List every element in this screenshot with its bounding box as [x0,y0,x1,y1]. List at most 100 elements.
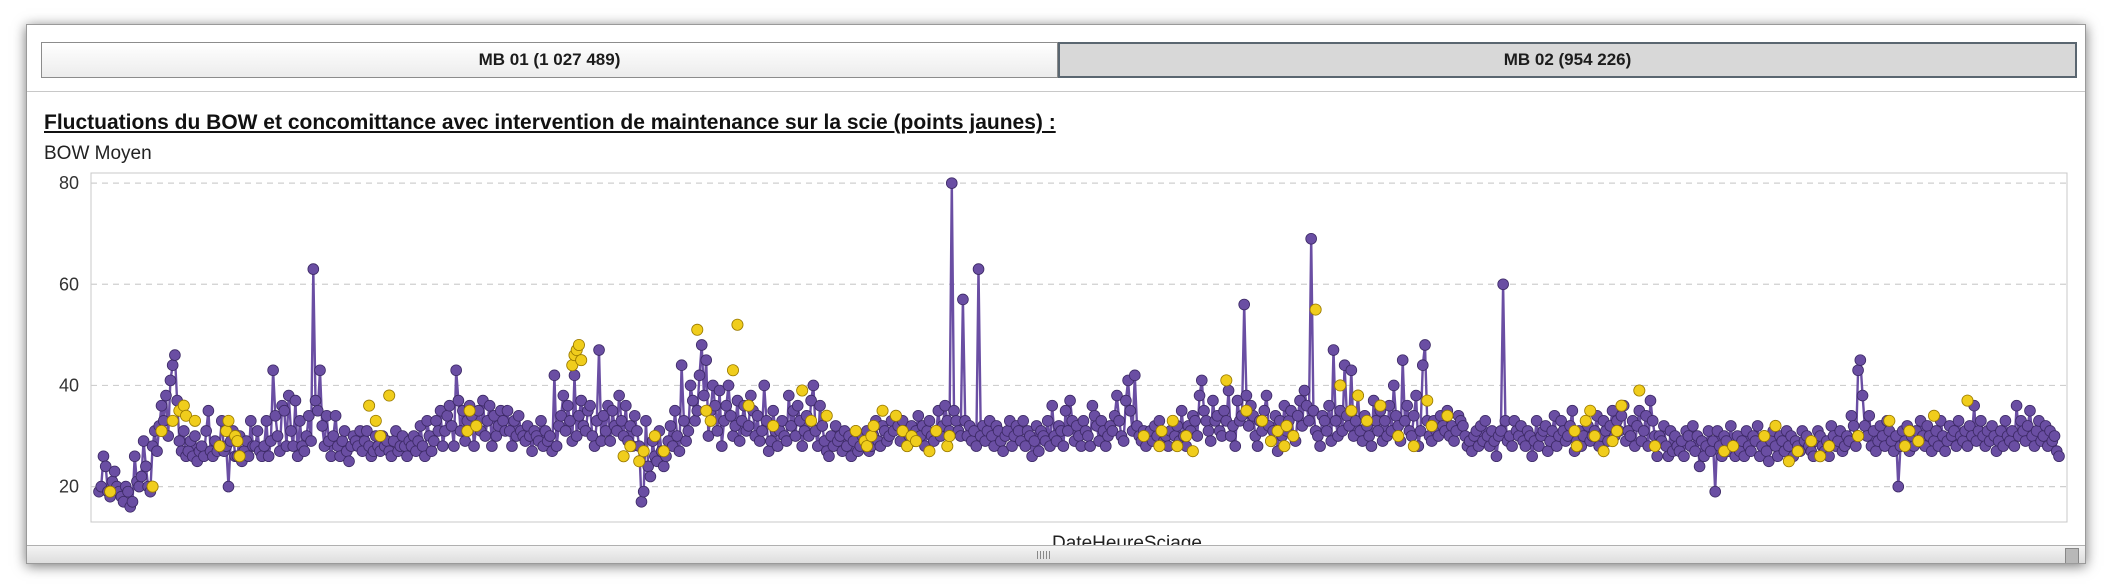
maintenance-point[interactable] [1155,424,1168,437]
data-point[interactable] [970,440,983,452]
data-point[interactable] [640,415,652,427]
data-point[interactable] [269,409,282,422]
data-point[interactable] [720,399,733,412]
maintenance-point[interactable] [374,430,387,443]
maintenance-point[interactable] [1374,399,1387,412]
data-point[interactable] [767,404,779,417]
maintenance-point[interactable] [943,430,956,443]
data-point[interactable] [564,415,576,427]
data-point[interactable] [1939,445,1951,457]
maintenance-point[interactable] [1898,440,1911,453]
data-point[interactable] [166,359,179,372]
data-point[interactable] [1120,394,1132,407]
data-point[interactable] [682,425,695,437]
data-point[interactable] [1202,425,1215,437]
maintenance-point[interactable] [146,480,159,493]
data-point[interactable] [1153,415,1166,427]
data-point[interactable] [178,425,190,437]
maintenance-point[interactable] [213,440,226,453]
data-point[interactable] [289,394,302,407]
maintenance-point[interactable] [1309,303,1322,316]
data-point[interactable] [1195,374,1208,387]
data-point[interactable] [758,379,771,392]
data-point[interactable] [140,460,152,473]
data-point[interactable] [1751,420,1764,432]
maintenance-point[interactable] [691,323,704,336]
data-point[interactable] [698,389,710,402]
data-point[interactable] [1847,420,1860,432]
data-point[interactable] [526,445,538,457]
data-point[interactable] [126,495,139,508]
data-point[interactable] [1762,455,1775,468]
data-point[interactable] [294,415,306,427]
data-point[interactable] [260,415,273,427]
maintenance-point[interactable] [1791,445,1804,458]
data-point[interactable] [745,389,757,402]
maintenance-point[interactable] [1912,435,1925,448]
data-point[interactable] [1615,409,1628,422]
data-point[interactable] [751,409,764,422]
maintenance-point[interactable] [896,424,909,437]
maintenance-point[interactable] [1852,430,1865,443]
data-point[interactable] [823,450,835,463]
data-point[interactable] [816,420,829,432]
data-point[interactable] [501,404,514,417]
maintenance-point[interactable] [1568,424,1581,437]
maintenance-point[interactable] [470,419,483,432]
data-point[interactable] [425,445,438,457]
data-point[interactable] [1497,278,1509,291]
data-point[interactable] [1191,430,1204,442]
data-point[interactable] [791,399,804,412]
data-point[interactable] [1856,389,1869,402]
data-point[interactable] [155,399,168,412]
maintenance-point[interactable] [637,445,650,458]
data-point[interactable] [452,394,465,407]
maintenance-point[interactable] [575,354,588,367]
data-point[interactable] [1526,450,1538,463]
maintenance-point[interactable] [860,440,873,453]
data-point[interactable] [1399,415,1411,427]
maintenance-point[interactable] [231,435,244,448]
data-point[interactable] [785,420,797,432]
data-point[interactable] [1218,404,1230,417]
data-point[interactable] [1745,445,1757,457]
maintenance-point[interactable] [1903,424,1916,437]
data-point[interactable] [1086,399,1099,412]
data-point[interactable] [1198,404,1210,417]
data-point[interactable] [262,450,275,463]
data-point[interactable] [479,430,491,442]
maintenance-point[interactable] [104,485,117,498]
maintenance-point[interactable] [1610,424,1623,437]
data-point[interactable] [1207,394,1219,407]
data-point[interactable] [1240,389,1253,402]
data-point[interactable] [695,339,708,351]
data-point[interactable] [604,435,617,447]
maintenance-point[interactable] [867,419,880,432]
data-point[interactable] [1678,450,1690,463]
maintenance-point[interactable] [1278,440,1291,453]
maintenance-point[interactable] [633,455,646,468]
data-point[interactable] [506,440,518,452]
data-point[interactable] [401,450,413,463]
data-point[interactable] [1113,415,1125,427]
data-point[interactable] [128,450,141,463]
data-point[interactable] [687,394,699,407]
maintenance-point[interactable] [1153,440,1166,453]
data-point[interactable] [597,409,610,422]
maintenance-point[interactable] [923,445,936,458]
data-point[interactable] [1041,415,1054,427]
data-point[interactable] [1396,354,1409,366]
data-point[interactable] [669,404,681,417]
data-point[interactable] [307,263,320,275]
data-point[interactable] [1689,445,1701,457]
data-point[interactable] [244,415,257,427]
data-point[interactable] [615,415,628,427]
data-point[interactable] [1303,415,1315,427]
data-point[interactable] [559,425,572,437]
data-point[interactable] [343,455,355,468]
data-point[interactable] [2024,404,2036,417]
maintenance-point[interactable] [1718,445,1731,458]
maintenance-point[interactable] [1137,430,1150,443]
data-point[interactable] [1124,404,1137,417]
maintenance-point[interactable] [617,450,630,463]
